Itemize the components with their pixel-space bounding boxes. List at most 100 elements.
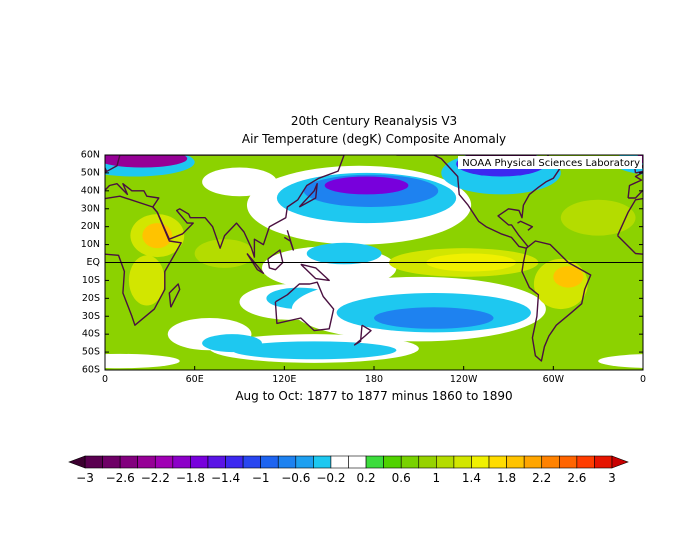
anomaly-patch	[105, 353, 180, 369]
colorbar-box	[207, 455, 226, 469]
colorbar-box	[242, 455, 261, 469]
colorbar-label: −1	[252, 471, 270, 485]
colorbar-box	[137, 455, 156, 469]
colorbar-box	[436, 455, 455, 469]
colorbar-label: −0.2	[316, 471, 345, 485]
coastline	[246, 253, 265, 274]
lon-label: 60W	[543, 374, 565, 385]
longitude-labels: 0 60E 120E 180 120W 60W 0	[102, 366, 646, 385]
lat-label: 20S	[82, 293, 100, 304]
colorbar-box	[418, 455, 437, 469]
anomaly-patch	[324, 176, 409, 195]
colorbar-box	[348, 455, 367, 469]
anomaly-patch	[0, 277, 8, 342]
colorbar-box	[277, 455, 297, 469]
colorbar-box	[260, 455, 279, 469]
colorbar-box	[102, 455, 121, 469]
colorbar-box	[576, 455, 595, 469]
lat-label: 20N	[81, 221, 100, 232]
colorbar-label: −3	[76, 471, 94, 485]
colorbar-label: 2.2	[532, 471, 551, 485]
lat-label: 60N	[81, 150, 100, 161]
colorbar-box	[365, 455, 384, 469]
colorbar-label: 2.6	[567, 471, 586, 485]
colorbar-label: 0.6	[392, 471, 411, 485]
colorbar-box	[453, 455, 472, 469]
colorbar-label: 3	[608, 471, 616, 485]
lon-label: 60E	[186, 374, 204, 385]
colorbar-label: 1.8	[497, 471, 516, 485]
lon-label: 120E	[272, 374, 296, 385]
anomaly-patch	[553, 266, 584, 288]
lat-label: 10N	[81, 239, 100, 250]
colorbar-label: −2.2	[141, 471, 170, 485]
colorbar-box	[190, 455, 209, 469]
coastline	[267, 249, 284, 271]
lat-label: EQ	[87, 257, 100, 268]
colorbar-box	[313, 455, 332, 469]
lat-label: 10S	[82, 275, 100, 286]
lat-label: 30S	[82, 311, 100, 322]
lon-label: 0	[102, 374, 108, 385]
latitude-labels: 60N 50N 40N 30N 20N 10N EQ 10S 20S 30S 40S 50S 60S	[81, 150, 643, 376]
lat-label: 50S	[82, 347, 100, 358]
colorbar-label: 1	[433, 471, 441, 485]
anomaly-patch	[306, 242, 382, 265]
coastline	[274, 281, 335, 332]
colorbar-label: −2.6	[106, 471, 135, 485]
colorbar-label: −0.6	[281, 471, 310, 485]
colorbar-box	[154, 455, 174, 469]
period: Aug to Oct: 1877 to 1877 minus 1860 to 1…	[235, 389, 512, 403]
colorbar-box	[295, 455, 314, 469]
lon-label: 180	[365, 374, 383, 385]
coastline	[521, 240, 592, 362]
colorbar-box	[523, 455, 543, 469]
anomaly-patch	[374, 307, 494, 329]
colorbar-box	[541, 455, 560, 469]
subtitle: Air Temperature (degK) Composite Anomaly	[242, 132, 506, 146]
anomaly-patch	[0, 151, 23, 194]
anomaly-patch	[0, 259, 50, 309]
coastline	[298, 183, 318, 208]
colorbar-box	[172, 455, 191, 469]
colorbar-box	[330, 455, 349, 469]
coastline	[0, 155, 21, 248]
colorbar-box	[119, 455, 138, 469]
anomaly-field	[0, 151, 700, 369]
coastline	[300, 263, 330, 282]
colorbar-over	[611, 455, 629, 469]
coastline	[396, 155, 560, 249]
credit-box	[458, 156, 642, 169]
lat-label: 30N	[81, 203, 100, 214]
coastline	[105, 195, 182, 326]
anomaly-patch	[128, 255, 165, 306]
map	[0, 151, 700, 370]
anomaly-patch	[202, 167, 277, 197]
colorbar-under	[68, 455, 86, 469]
anomaly-patch	[0, 151, 8, 176]
coastline	[517, 220, 534, 231]
colorbar-label: −1.4	[211, 471, 240, 485]
colorbar-label: 1.4	[462, 471, 481, 485]
credit: NOAA Physical Sciences Laboratory	[462, 158, 640, 169]
anomaly-patch	[105, 155, 188, 168]
colorbar-box	[506, 455, 525, 469]
coastline	[0, 241, 53, 361]
colorbar: −3 −2.6 −2.2 −1.8 −1.4 −1 −0.6 −0.2 0.2 0.6 1 1.4 1.…	[68, 455, 629, 485]
title: 20th Century Reanalysis V3	[291, 114, 457, 128]
anomaly-patch	[598, 354, 643, 368]
lat-label: 40N	[81, 185, 100, 196]
colorbar-box	[471, 455, 490, 469]
lat-label: 40S	[82, 329, 100, 340]
colorbar-box	[400, 455, 420, 469]
anomaly-patch	[15, 266, 45, 288]
colorbar-box	[488, 455, 507, 469]
anomaly-patch	[194, 239, 255, 268]
coastline	[168, 283, 181, 308]
anomaly-patch	[668, 214, 700, 257]
anomaly-patch	[635, 155, 643, 164]
lat-label: 50N	[81, 167, 100, 178]
lon-label: 0	[640, 374, 646, 385]
colorbar-label: −1.8	[176, 471, 205, 485]
